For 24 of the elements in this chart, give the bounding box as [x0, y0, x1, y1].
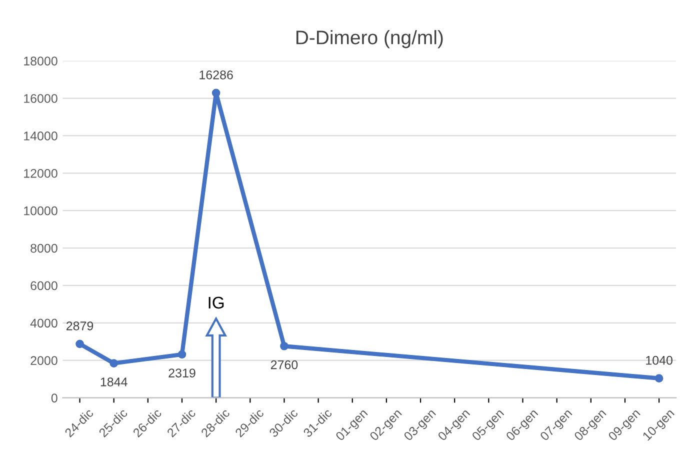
y-tick-label: 4000: [30, 318, 58, 328]
y-tick-label: 6000: [30, 281, 58, 290]
data-label: 16286: [200, 70, 233, 80]
y-tick-label: 16000: [24, 94, 58, 103]
y-tick-label: 2000: [30, 356, 58, 366]
data-label: 2760: [270, 360, 298, 370]
data-label: 1844: [100, 378, 128, 386]
y-tick-label: 0: [51, 394, 58, 402]
y-tick-label: 12000: [24, 168, 58, 178]
data-label: 2319: [168, 368, 196, 378]
y-tick-label: 10000: [24, 206, 58, 216]
y-tick-label: 8000: [30, 244, 58, 253]
annotation: IG: [208, 296, 224, 309]
data-label: 2879: [66, 321, 94, 330]
chart-title: D-Dimero (ng/ml): [296, 30, 443, 48]
data-label: 1040: [646, 356, 672, 365]
point: [110, 359, 118, 368]
y-tick-label: 18000: [24, 56, 58, 66]
point: [212, 88, 220, 98]
y-tick-label: 14000: [24, 132, 58, 140]
point: [178, 350, 186, 359]
point: [76, 340, 84, 348]
point: [654, 374, 664, 382]
point: [280, 342, 288, 350]
